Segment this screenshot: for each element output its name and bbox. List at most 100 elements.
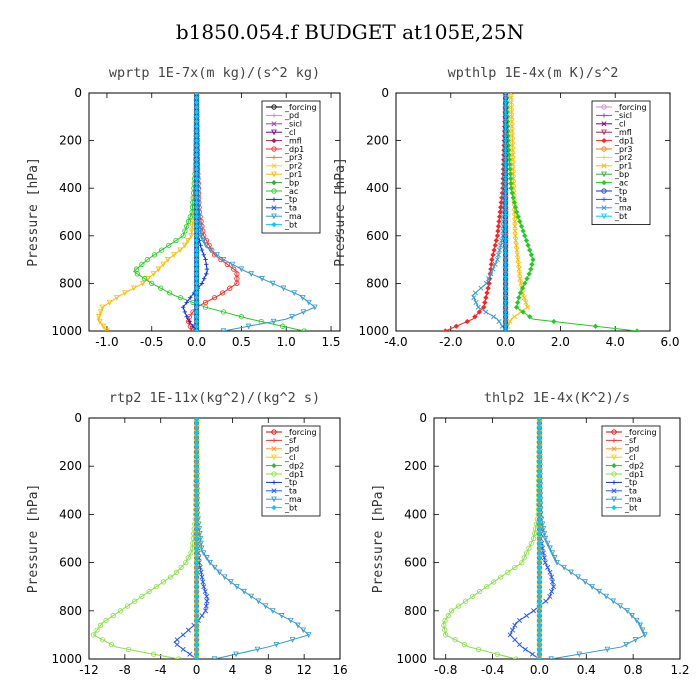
point-dp1 bbox=[441, 622, 447, 628]
point-bt bbox=[502, 237, 509, 244]
legend-marker-tp bbox=[601, 188, 607, 194]
point-ac bbox=[187, 214, 193, 220]
point-ma bbox=[496, 318, 502, 324]
point-dp1 bbox=[492, 242, 498, 248]
point-dp1 bbox=[491, 247, 497, 253]
series-dp1 bbox=[90, 418, 200, 659]
point-bt bbox=[502, 190, 509, 197]
point-pr1 bbox=[511, 176, 517, 182]
point-ma bbox=[295, 622, 301, 629]
point-pr1 bbox=[512, 233, 518, 239]
point-dp1 bbox=[443, 632, 449, 638]
point-pr1 bbox=[511, 180, 517, 186]
point-bt bbox=[502, 95, 509, 101]
point-ta bbox=[199, 613, 205, 619]
point-ma bbox=[576, 651, 583, 658]
legend-label-ma: _ma bbox=[624, 495, 642, 504]
point-ma bbox=[280, 285, 287, 292]
point-bt bbox=[502, 128, 509, 135]
x-tick-label: 16 bbox=[332, 663, 347, 677]
point-ma bbox=[547, 545, 553, 552]
y-axis-label: Pressure [hPa] bbox=[26, 484, 41, 594]
point-ma bbox=[198, 545, 205, 552]
point-ac bbox=[527, 247, 533, 253]
legend-marker-pr2 bbox=[601, 155, 607, 160]
point-bt bbox=[193, 328, 200, 331]
legend-marker-tp bbox=[271, 480, 277, 485]
point-bt bbox=[502, 228, 509, 235]
x-tick-label: 0.0 bbox=[496, 335, 515, 349]
point-ac bbox=[166, 242, 172, 248]
point-tp bbox=[203, 257, 208, 262]
point-pr1 bbox=[113, 295, 120, 301]
chart-wpthlp: wpthlp 1E-4x(m K)/s^2 Pressure [hPa] -4.0 -… bbox=[333, 65, 680, 349]
point-ta bbox=[180, 632, 186, 638]
point-dp1 bbox=[108, 641, 115, 648]
point-pr1 bbox=[509, 138, 515, 144]
point-bt bbox=[502, 152, 509, 158]
point-dp1 bbox=[445, 613, 451, 619]
point-ac bbox=[177, 295, 184, 301]
point-ac bbox=[523, 237, 530, 244]
panel-title: thlp2 1E-4x(K^2)/s bbox=[484, 390, 630, 406]
x-tick-label: 2.0 bbox=[551, 335, 570, 349]
legend-marker-pr3 bbox=[601, 146, 607, 152]
legend-label-forcing: _forcing bbox=[614, 103, 647, 112]
point-bt bbox=[502, 199, 509, 206]
point-bt bbox=[502, 285, 509, 292]
point-ma bbox=[305, 299, 312, 306]
point-ta bbox=[174, 637, 180, 643]
point-pr1 bbox=[510, 161, 516, 167]
point-tp bbox=[182, 309, 188, 315]
point-bt bbox=[502, 328, 509, 331]
point-ma bbox=[198, 540, 204, 547]
point-ta bbox=[198, 569, 204, 575]
point-ma bbox=[642, 632, 648, 638]
x-tick-label: 0.8 bbox=[624, 663, 643, 677]
point-ma bbox=[544, 540, 551, 547]
point-ac bbox=[634, 328, 640, 331]
point-dp1 bbox=[125, 646, 132, 652]
point-ta bbox=[507, 632, 513, 638]
point-bt bbox=[502, 147, 509, 154]
point-ma bbox=[197, 535, 204, 542]
point-pr1 bbox=[122, 290, 128, 297]
legend-marker-ta bbox=[271, 488, 277, 494]
point-ta bbox=[545, 564, 551, 570]
legend-marker-bt bbox=[271, 504, 277, 511]
point-ma bbox=[291, 290, 298, 297]
point-tp bbox=[188, 295, 193, 300]
point-bt bbox=[502, 309, 509, 316]
legend-marker-sf bbox=[611, 438, 617, 443]
point-tp bbox=[187, 319, 192, 324]
point-ma bbox=[245, 323, 252, 330]
legend: _forcing_sf_pd_cl_dp2_dp1_tp_ta_ma_bt bbox=[261, 425, 321, 517]
point-ma bbox=[203, 555, 210, 561]
point-ma bbox=[554, 560, 560, 566]
point-ma bbox=[494, 257, 500, 263]
point-dp1 bbox=[442, 328, 448, 331]
point-bt bbox=[502, 266, 509, 273]
point-ta bbox=[200, 579, 206, 585]
point-pr1 bbox=[130, 285, 137, 292]
point-dp1 bbox=[146, 588, 152, 595]
legend-marker-ma bbox=[611, 496, 617, 503]
legend: _forcing_pd_sicl_cl_mfl_dp1_pr3_pr2_pr1_… bbox=[261, 100, 321, 234]
point-ac bbox=[518, 223, 525, 229]
point-ac bbox=[520, 309, 526, 315]
legend: _forcing_sicl_cl_mfl_dp1_pr3_pr2_pr1_bp_… bbox=[591, 100, 651, 225]
point-ta bbox=[509, 627, 516, 633]
point-ma bbox=[197, 228, 204, 235]
legend-marker-bt bbox=[601, 213, 607, 220]
point-dp1 bbox=[456, 603, 462, 609]
legend-label-dp1: _dp1 bbox=[284, 470, 304, 479]
point-ma bbox=[203, 242, 209, 249]
point-bt bbox=[502, 214, 509, 220]
point-ta bbox=[516, 642, 523, 648]
legend-marker-ta bbox=[601, 197, 607, 202]
y-tick-label: 600 bbox=[404, 556, 427, 570]
point-ma bbox=[632, 637, 639, 643]
point-dp1 bbox=[475, 646, 482, 652]
point-ma bbox=[492, 261, 498, 267]
point-dp1 bbox=[482, 299, 488, 306]
